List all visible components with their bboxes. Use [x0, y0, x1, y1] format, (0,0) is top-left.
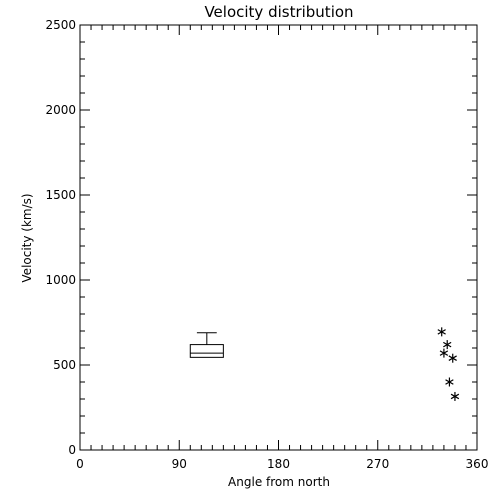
y-axis-label: Velocity (km/s): [20, 193, 34, 282]
data-point: [450, 391, 460, 401]
x-tick-label: 360: [466, 457, 489, 471]
x-tick-label: 90: [172, 457, 187, 471]
asterisk-stroke: [445, 379, 454, 385]
y-tick-label: 500: [53, 358, 76, 372]
data-point: [437, 327, 446, 337]
data-point: [443, 340, 452, 350]
plot-frame: [79, 24, 478, 451]
asterisk-stroke: [450, 393, 460, 400]
y-axis: 0 500 1000 1500 2000 2500: [45, 18, 477, 457]
x-axis: 0 90 180 270 360: [76, 25, 488, 471]
data-point: [445, 377, 454, 387]
asterisk-stroke: [443, 341, 452, 348]
y-tick-label: 0: [68, 443, 76, 457]
chart-title: Velocity distribution: [204, 3, 353, 21]
x-tick-label: 180: [267, 457, 290, 471]
asterisk-stroke: [439, 350, 449, 356]
y-tick-label: 2500: [45, 18, 76, 32]
data-point: [448, 353, 457, 363]
asterisk-stroke: [448, 355, 457, 361]
x-tick-label: 270: [366, 457, 389, 471]
x-tick-label: 0: [76, 457, 84, 471]
y-tick-label: 2000: [45, 103, 76, 117]
y-tick-label: 1500: [45, 188, 76, 202]
box-iqr: [189, 344, 224, 358]
scatter-points: [437, 327, 460, 401]
asterisk-stroke: [437, 329, 446, 335]
x-axis-label: Angle from north: [228, 475, 330, 489]
y-tick-label: 1000: [45, 273, 76, 287]
box-plot: [189, 332, 224, 358]
data-point: [439, 348, 449, 358]
